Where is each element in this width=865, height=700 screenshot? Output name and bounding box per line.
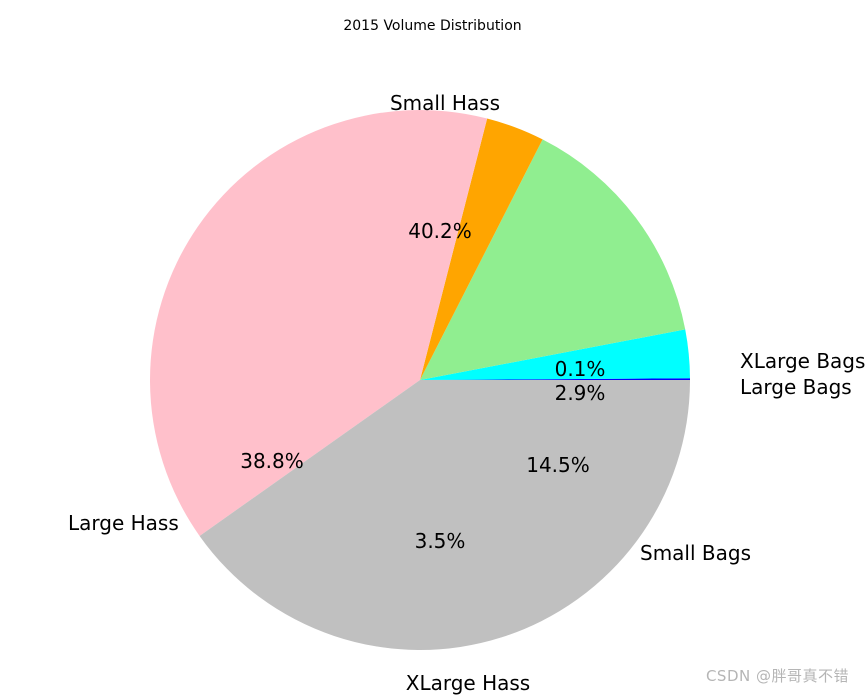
pie-slice-label: Small Bags [640,541,751,565]
pie-percent-label: 38.8% [240,449,304,473]
pie-slice-label: Small Hass [390,91,500,115]
pie-percent-label: 3.5% [415,529,466,553]
pie-percent-label: 40.2% [408,219,472,243]
pie-percent-label: 2.9% [555,381,606,405]
pie-percent-label: 14.5% [526,453,590,477]
pie-slice-label: XLarge Bags [740,349,865,373]
pie-percent-label: 0.1% [555,357,606,381]
pie-slice-label: Large Hass [68,511,179,535]
pie-slice-label: XLarge Hass [406,671,530,695]
pie-slice-label: Large Bags [740,375,852,399]
pie-chart: 0.1%2.9%14.5%3.5%38.8%40.2%XLarge BagsLa… [0,0,865,700]
